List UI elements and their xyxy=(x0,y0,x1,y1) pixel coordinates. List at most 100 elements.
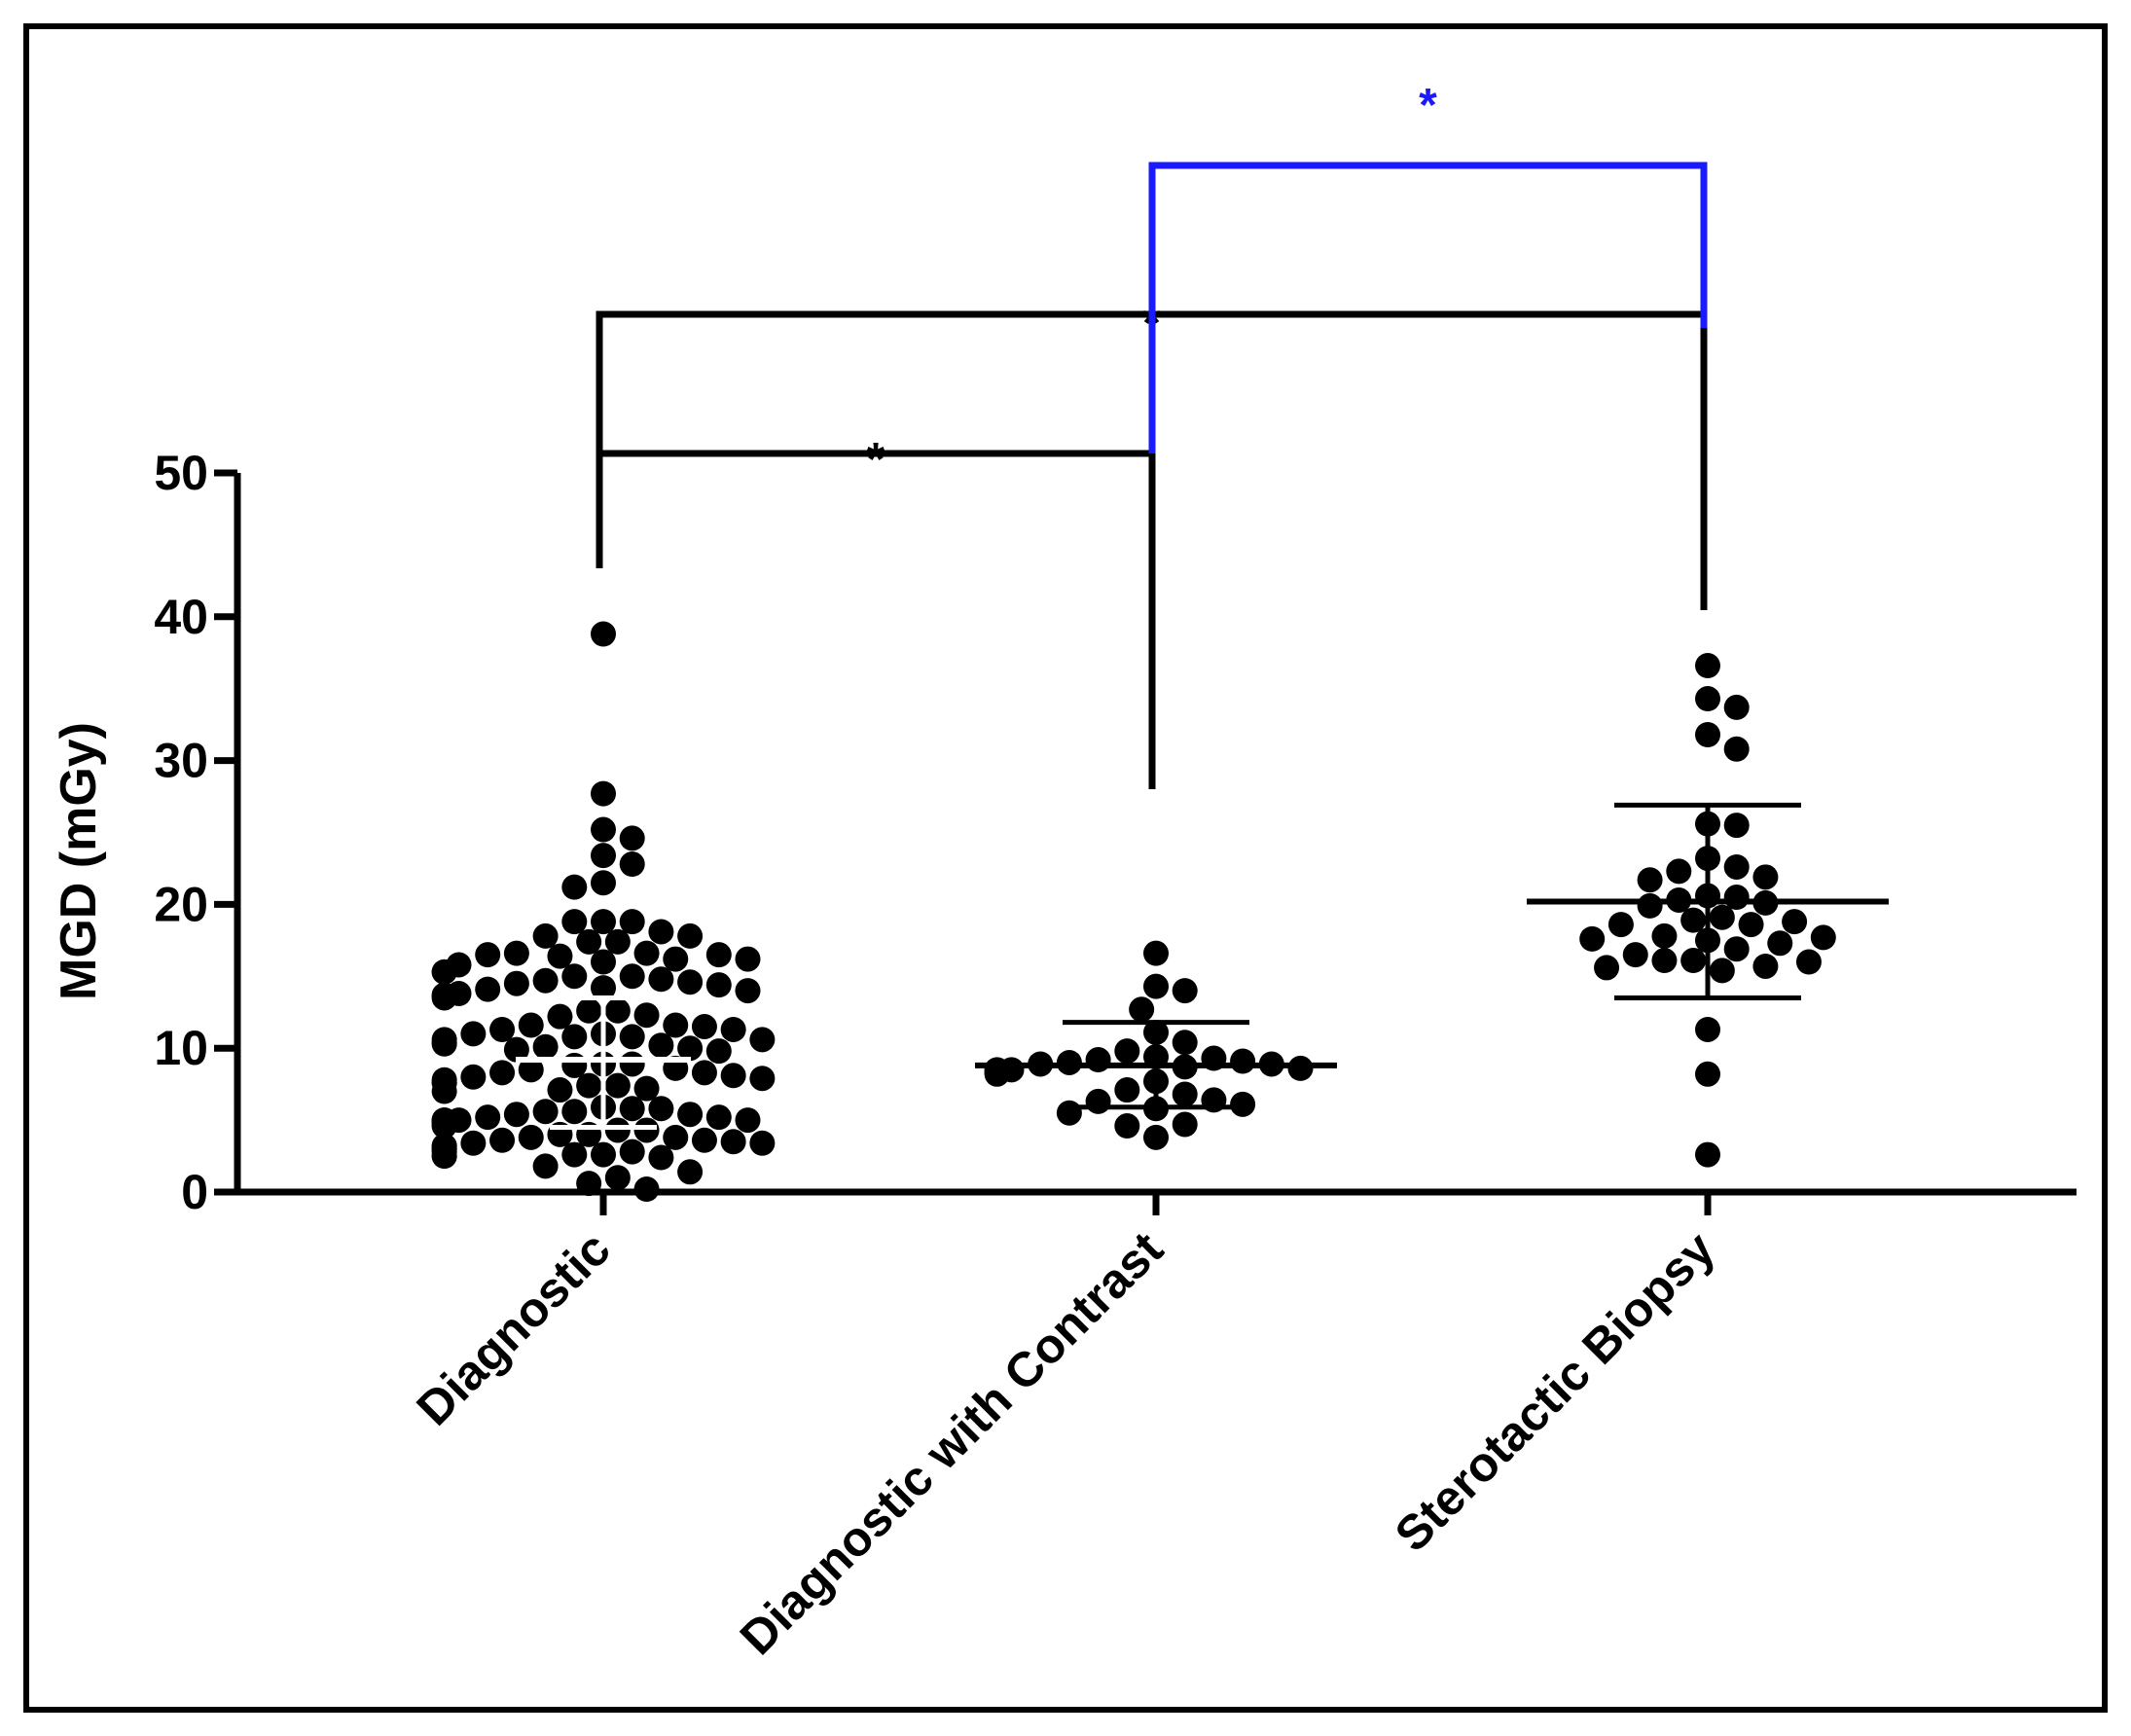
data-point xyxy=(591,843,616,869)
data-point xyxy=(663,1124,689,1150)
data-point xyxy=(591,1141,616,1168)
data-point xyxy=(749,1130,776,1156)
data-point xyxy=(619,825,645,851)
data-point xyxy=(532,922,559,949)
chart-frame: * * * 0 10 20 30 40 50 Diagnostic Diagnostic wit… xyxy=(23,23,2108,1713)
data-point xyxy=(547,1003,573,1030)
data-point xyxy=(619,909,645,935)
data-point xyxy=(604,1165,631,1191)
data-point xyxy=(1579,925,1606,952)
data-point xyxy=(1230,1091,1256,1117)
data-point xyxy=(591,909,616,935)
data-point xyxy=(475,976,501,1002)
x-ticks: Diagnostic Diagnostic with Contrast Sterot… xyxy=(406,1192,1725,1665)
data-point xyxy=(1695,653,1720,679)
x-category-label: Diagnostic with Contrast xyxy=(730,1221,1174,1665)
y-tick-label: 0 xyxy=(181,1165,208,1219)
data-point xyxy=(518,1124,544,1150)
significance-bracket xyxy=(596,450,1156,789)
data-point xyxy=(561,909,588,935)
x-category-label: Diagnostic xyxy=(406,1221,620,1435)
data-point xyxy=(663,946,689,972)
data-point xyxy=(1143,1124,1169,1150)
data-point xyxy=(619,963,645,990)
data-point xyxy=(691,1060,717,1086)
data-point xyxy=(1651,922,1678,949)
data-point xyxy=(604,997,631,1024)
y-tick-label: 30 xyxy=(154,734,208,788)
data-point xyxy=(604,928,631,955)
data-point xyxy=(1594,955,1620,981)
data-point xyxy=(1680,907,1707,933)
data-point xyxy=(576,997,602,1024)
data-point xyxy=(1129,996,1155,1023)
data-point xyxy=(705,1104,732,1131)
data-point xyxy=(532,1099,559,1125)
data-point xyxy=(532,1153,559,1179)
data-point xyxy=(619,1051,645,1077)
data-point xyxy=(561,874,588,900)
data-point xyxy=(1085,1088,1111,1114)
data-point xyxy=(503,940,529,966)
data-point xyxy=(561,1141,588,1168)
data-point xyxy=(1695,1061,1720,1087)
data-point xyxy=(431,1078,457,1104)
data-point xyxy=(1680,948,1707,974)
data-point xyxy=(518,1012,544,1038)
data-point xyxy=(591,780,616,807)
data-point xyxy=(431,1113,457,1139)
data-point xyxy=(619,851,645,878)
data-point xyxy=(1172,1111,1198,1138)
data-point xyxy=(1782,909,1808,935)
data-point xyxy=(1056,1100,1082,1126)
data-point xyxy=(547,943,573,969)
data-point xyxy=(1143,973,1169,999)
data-point xyxy=(1622,942,1648,968)
data-point xyxy=(1230,1048,1256,1074)
data-point xyxy=(705,942,732,968)
data-point xyxy=(735,946,761,972)
data-point xyxy=(591,816,616,843)
data-point xyxy=(1695,1016,1720,1042)
data-point xyxy=(591,870,616,896)
data-point xyxy=(1695,1141,1720,1168)
data-point xyxy=(749,1066,776,1092)
data-point xyxy=(677,1102,704,1128)
data-point xyxy=(1114,1113,1140,1139)
data-point xyxy=(1695,721,1720,747)
data-point xyxy=(561,1024,588,1050)
y-axis-title: MGD (mGy) xyxy=(51,722,107,1000)
data-point xyxy=(431,1143,457,1170)
data-point xyxy=(591,975,616,1001)
data-point xyxy=(489,1127,516,1153)
data-point xyxy=(691,1127,717,1153)
data-point xyxy=(648,919,674,945)
data-point xyxy=(720,1129,746,1155)
data-point xyxy=(576,1072,602,1099)
error-bars xyxy=(516,802,1889,1130)
data-point xyxy=(489,1016,516,1042)
data-point xyxy=(749,1027,776,1053)
data-point xyxy=(591,621,616,647)
y-tick-label: 50 xyxy=(154,446,208,500)
data-point xyxy=(1709,904,1735,930)
data-point xyxy=(503,970,529,996)
data-point xyxy=(633,1002,660,1029)
data-point xyxy=(460,1130,487,1156)
data-point xyxy=(532,1033,559,1060)
y-ticks: 0 10 20 30 40 50 xyxy=(154,446,237,1219)
data-point xyxy=(1172,1081,1198,1107)
data-point xyxy=(1709,958,1735,984)
significance-label: * xyxy=(1419,80,1437,131)
data-point xyxy=(633,1075,660,1102)
data-point xyxy=(1114,1077,1140,1103)
data-point xyxy=(691,1014,717,1040)
data-points xyxy=(431,621,1836,1203)
data-point xyxy=(460,1064,487,1090)
data-point xyxy=(677,922,704,949)
data-point xyxy=(431,985,457,1011)
significance-label: * xyxy=(867,434,885,486)
data-point xyxy=(518,1057,544,1083)
data-point xyxy=(663,1012,689,1038)
data-point xyxy=(561,1099,588,1125)
